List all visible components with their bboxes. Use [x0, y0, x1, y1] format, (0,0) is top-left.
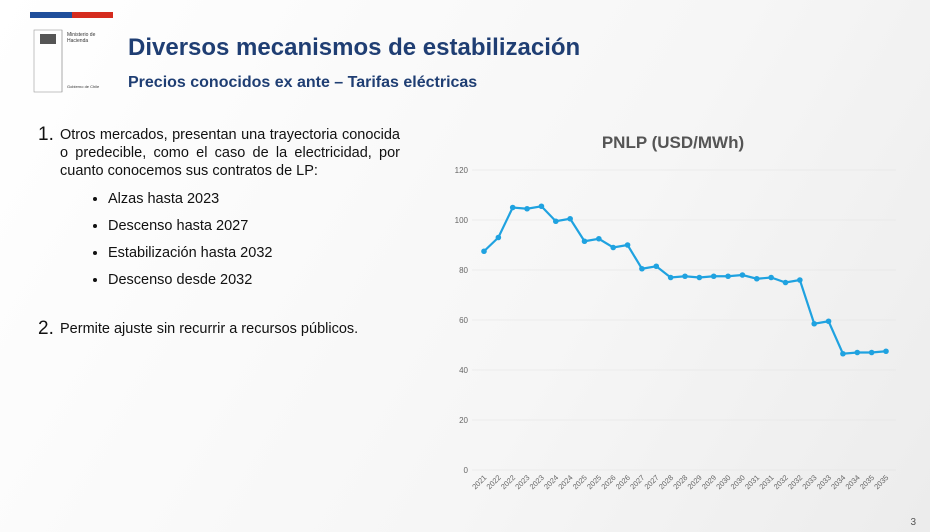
ministry: Ministerio de Hacienda [67, 32, 96, 44]
item-content: Permite ajuste sin recurrir a recursos p… [60, 320, 400, 338]
x-tick-label: 2032 [772, 473, 790, 491]
point [782, 279, 789, 286]
item-content: Otros mercados, presentan una trayectori… [60, 126, 400, 294]
bullet: Alzas hasta 2023 [108, 186, 400, 213]
point [868, 349, 875, 356]
flag-blue [30, 12, 72, 18]
y-tick-label: 20 [459, 416, 468, 425]
point [509, 204, 516, 211]
point [596, 235, 602, 242]
x-tick-label: 2028 [671, 473, 689, 491]
y-tick-label: 100 [455, 216, 469, 225]
x-tick-label: 2022 [485, 473, 503, 491]
bullet-list: Alzas hasta 2023Descenso hasta 2027Estab… [60, 186, 400, 294]
point [696, 274, 703, 281]
flag-red [72, 12, 113, 18]
x-tick-label: 2023 [528, 473, 546, 491]
point [739, 272, 746, 278]
logo-emblem [40, 34, 56, 44]
x-tick-label: 2025 [571, 473, 589, 491]
point [825, 318, 832, 325]
title: Diversos mecanismos de estabilización [128, 34, 581, 61]
point [624, 242, 631, 248]
x-tick-label: 2024 [556, 473, 574, 491]
point [481, 248, 487, 255]
x-tick-label: 2027 [643, 473, 661, 491]
point [682, 273, 688, 280]
y-tick-label: 60 [459, 316, 468, 325]
x-tick-label: 2031 [757, 473, 775, 491]
item-text: Otros mercados, presentan una trayectori… [60, 127, 400, 179]
x-tick-label: 2035 [872, 473, 890, 491]
bullet: Estabilización hasta 2032 [108, 240, 400, 267]
government: Gobierno de Chile [67, 84, 100, 89]
point [639, 265, 645, 272]
point [811, 320, 818, 327]
point [854, 349, 861, 356]
x-tick-label: 2025 [585, 473, 603, 491]
y-tick-label: 0 [464, 466, 469, 475]
x-tick-label: 2026 [599, 473, 617, 491]
point [581, 238, 588, 245]
x-tick-label: 2022 [499, 473, 517, 491]
point [567, 215, 573, 222]
subtitle: Precios conocidos ex ante – Tarifas eléc… [128, 74, 478, 91]
point [667, 274, 674, 281]
bullet: Descenso desde 2032 [108, 267, 400, 294]
x-tick-label: 2032 [786, 473, 804, 491]
x-tick-label: 2033 [800, 473, 818, 491]
x-tick-label: 2031 [743, 473, 761, 491]
x-tick-label: 2035 [858, 473, 876, 491]
x-tick-label: 2030 [714, 473, 732, 491]
list-item: 1. Otros mercados, presentan una trayecto… [38, 124, 418, 294]
point [725, 273, 731, 280]
bullet: Descenso hasta 2027 [108, 213, 400, 240]
line [483, 205, 887, 355]
x-tick-label: 2027 [628, 473, 646, 491]
item-number: 1. [38, 124, 54, 145]
point [524, 205, 530, 212]
point [610, 244, 617, 251]
x-tick-label: 2034 [844, 473, 862, 491]
body: 1. Otros mercados, presentan una trayecto… [38, 124, 418, 364]
x-tick-label: 2021 [470, 473, 488, 491]
y-tick-label: 80 [459, 266, 468, 275]
point [495, 234, 502, 241]
item-text: Permite ajuste sin recurrir a recursos p… [60, 321, 359, 337]
point [840, 350, 846, 357]
point [768, 274, 774, 281]
x-tick-label: 2033 [815, 473, 833, 491]
list-item: 2. Permite ajuste sin recurrir a recursos… [38, 318, 418, 339]
y-tick-label: 120 [455, 166, 469, 175]
x-tick-label: 2029 [686, 473, 704, 491]
page-number: 3 [910, 517, 916, 528]
chart-title: PNLP (USD/MWh) [602, 133, 744, 152]
point [710, 273, 717, 280]
point [653, 263, 660, 270]
point [753, 275, 760, 282]
x-tick-label: 2024 [542, 473, 560, 491]
point [883, 348, 889, 355]
y-tick-label: 40 [459, 366, 468, 375]
x-tick-label: 2023 [513, 473, 531, 491]
x-tick-label: 2026 [614, 473, 632, 491]
point [538, 203, 545, 210]
item-number: 2. [38, 318, 54, 339]
x-tick-label: 2030 [729, 473, 747, 491]
x-tick-label: 2028 [657, 473, 675, 491]
point [797, 277, 803, 283]
x-tick-label: 2029 [700, 473, 718, 491]
point [552, 218, 559, 225]
x-tick-label: 2034 [829, 473, 847, 491]
